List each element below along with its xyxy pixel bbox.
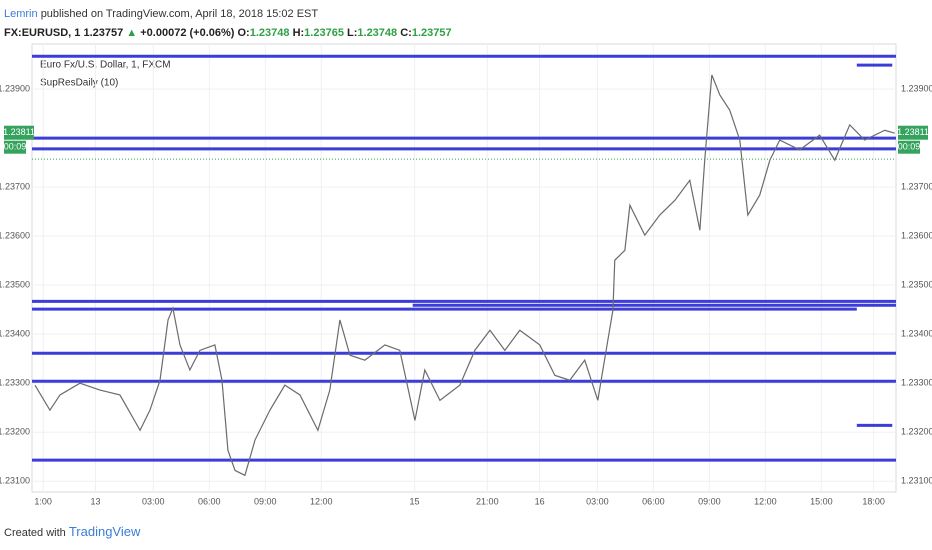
price-line [34,74,895,477]
publish-line: Lemrin published on TradingView.com, Apr… [4,5,452,24]
y-tick-label-right: 1.23400 [901,329,932,339]
price-label-left: 1.23811 [3,127,35,137]
x-tick-label: 18:00 [862,496,885,506]
plot-frame [31,43,897,493]
y-tick-label-right: 1.23300 [901,378,932,388]
o-label: O: [237,27,250,39]
countdown-right: 00:09 [898,142,921,152]
y-tick-label: 1.23200 [0,427,30,437]
close: 1.23757 [411,27,452,39]
open: 1.23748 [249,27,290,39]
y-tick-label-right: 1.23600 [901,231,932,241]
quote-line: FX:EURUSD, 1 1.23757 ▲ +0.00072 (+0.06%)… [4,24,452,43]
price-label-box-left [4,125,34,140]
last: 1.23757 [83,27,124,39]
y-tick-label: 1.23600 [0,231,30,241]
countdown-left: 00:09 [4,142,27,152]
header: Lemrin published on TradingView.com, Apr… [4,5,452,43]
author[interactable]: Lemrin [4,8,38,20]
countdown-box-left [4,140,26,154]
symbol-title: Euro Fx/U.S. Dollar, 1, FXCM [40,60,171,71]
created-with: Created with [4,527,66,539]
y-tick-label-right: 1.23500 [901,280,932,290]
y-tick-label: 1.23300 [0,378,30,388]
low: 1.23748 [357,27,398,39]
indicator-name: SupResDaily (10) [40,78,118,89]
x-tick-label: 06:00 [642,496,665,506]
price-label-right: 1.23811 [897,127,929,137]
high: 1.23765 [304,27,344,39]
x-tick-label: 16 [535,496,545,506]
symbol: FX:EURUSD, 1 [4,27,81,39]
countdown-box-right [898,140,920,154]
x-tick-label: 03:00 [142,496,165,506]
c-label: C: [400,27,412,39]
y-tick-label: 1.23900 [0,83,30,93]
y-tick-label: 1.23700 [0,181,30,191]
chart: Euro Fx/U.S. Dollar, 1, FXCM SupResDaily… [0,43,932,506]
y-tick-label: 1.23400 [0,329,30,339]
x-tick-label: 03:00 [586,496,609,506]
x-tick-label: 12:00 [754,496,777,506]
price-label-box-right [898,125,928,140]
x-tick-label: 21:00 [476,496,499,506]
x-tick-label: 1:00 [34,496,52,506]
x-tick-label: 15 [410,496,420,506]
h-label: H: [292,27,305,39]
x-tick-label: 12:00 [310,496,333,506]
footer: Created with TradingView [4,524,140,539]
l-label: L: [347,27,358,39]
y-tick-label: 1.23500 [0,280,30,290]
y-tick-label-right: 1.23900 [901,83,932,93]
x-tick-label: 15:00 [810,496,833,506]
x-tick-label: 13 [90,496,100,506]
x-tick-label: 06:00 [198,496,221,506]
x-tick-label: 09:00 [254,496,277,506]
x-tick-label: 09:00 [698,496,721,506]
arrow: ▲ [126,27,138,39]
y-tick-label-right: 1.23700 [901,181,932,191]
change: +0.00072 (+0.06%) [140,27,235,39]
y-tick-label: 1.23100 [0,476,30,486]
y-tick-label-right: 1.23100 [901,476,932,486]
y-tick-label-right: 1.23200 [901,427,932,437]
published: published on TradingView.com, April 18, … [40,8,319,20]
brand[interactable]: TradingView [68,524,141,539]
